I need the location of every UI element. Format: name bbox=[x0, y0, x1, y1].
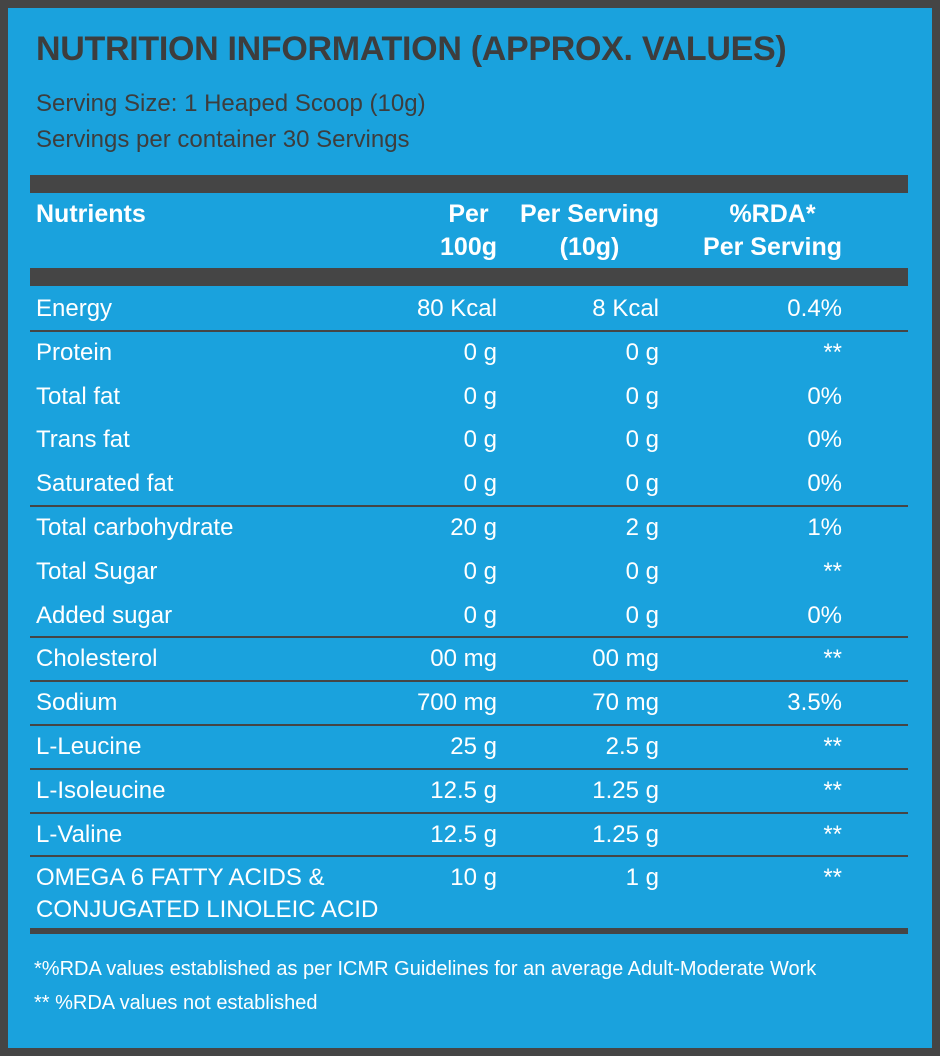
cell-value: ** bbox=[823, 338, 842, 366]
cell-value: 0% bbox=[807, 382, 842, 410]
cell-value: 2 g bbox=[625, 514, 659, 541]
nutrient-name: Total fat bbox=[36, 382, 121, 410]
footnote: ** %RDA values not established bbox=[34, 992, 318, 1014]
row-divider bbox=[30, 636, 908, 639]
row-divider bbox=[30, 505, 908, 507]
cell-value: ** bbox=[823, 820, 842, 848]
divider bbox=[30, 175, 908, 193]
nutrient-name: OMEGA 6 FATTY ACIDS & CONJUGATED LINOLEI… bbox=[36, 864, 379, 924]
nutrient-name: Cholesterol bbox=[36, 645, 158, 673]
nutrient-name: Total carbohydrate bbox=[36, 514, 234, 541]
cell-value: 0% bbox=[807, 601, 842, 629]
nutrient-name: Saturated fat bbox=[36, 470, 174, 498]
cell-value: ** bbox=[823, 776, 842, 804]
cell-value: 70 mg bbox=[592, 689, 659, 717]
cell-value: 20 g bbox=[450, 514, 497, 541]
cell-value: 0 g bbox=[463, 382, 497, 410]
row-divider bbox=[30, 855, 908, 858]
nutrient-name: L-Leucine bbox=[36, 733, 142, 760]
cell-value: 0 g bbox=[625, 470, 659, 498]
cell-value: 0% bbox=[807, 426, 842, 454]
cell-value: 2.5 g bbox=[605, 733, 659, 760]
nutrient-name: Added sugar bbox=[36, 601, 173, 629]
nutrient-name: Sodium bbox=[36, 689, 118, 717]
column-header: Per Serving (10g) bbox=[520, 200, 659, 261]
nutrient-name: Total Sugar bbox=[36, 557, 158, 585]
nutrient-name: Trans fat bbox=[36, 426, 130, 454]
cell-value: 1.25 g bbox=[592, 820, 659, 848]
cell-value: 0 g bbox=[463, 601, 497, 629]
nutrient-name: L-Isoleucine bbox=[36, 776, 166, 804]
cell-value: 0 g bbox=[625, 601, 659, 629]
cell-value: 80 Kcal bbox=[416, 295, 497, 322]
cell-value: ** bbox=[823, 645, 842, 673]
cell-value: 0 g bbox=[463, 470, 497, 498]
footnote: *%RDA values established as per ICMR Gui… bbox=[34, 958, 817, 980]
column-header: %RDA* Per Serving bbox=[703, 200, 842, 261]
cell-value: 00 mg bbox=[430, 645, 497, 673]
cell-value: 1.25 g bbox=[592, 776, 659, 804]
row-divider bbox=[30, 680, 908, 683]
cell-value: 0 g bbox=[625, 426, 659, 454]
cell-value: 8 Kcal bbox=[592, 295, 659, 322]
divider bbox=[30, 268, 908, 286]
cell-value: 25 g bbox=[450, 733, 497, 760]
cell-value: 1 g bbox=[625, 864, 659, 892]
divider bbox=[30, 928, 908, 935]
column-header: Nutrients bbox=[36, 200, 146, 228]
cell-value: 0.4% bbox=[787, 295, 842, 322]
cell-value: 0 g bbox=[625, 382, 659, 410]
row-divider bbox=[30, 329, 908, 332]
cell-value: 0% bbox=[807, 470, 842, 498]
cell-value: 1% bbox=[807, 514, 842, 541]
title: NUTRITION INFORMATION (APPROX. VALUES) bbox=[36, 30, 787, 68]
nutrient-name: Protein bbox=[36, 338, 113, 366]
cell-value: 10 g bbox=[450, 864, 497, 892]
row-divider bbox=[30, 724, 908, 726]
serving-size: Serving Size: 1 Heaped Scoop (10g) bbox=[36, 90, 426, 117]
cell-value: 0 g bbox=[625, 557, 659, 585]
cell-value: ** bbox=[823, 864, 842, 892]
nutrient-name: Energy bbox=[36, 295, 113, 322]
row-divider bbox=[30, 767, 908, 770]
cell-value: 700 mg bbox=[416, 689, 497, 717]
cell-value: 12.5 g bbox=[430, 776, 497, 804]
cell-value: 0 g bbox=[463, 557, 497, 585]
cell-value: 0 g bbox=[625, 338, 659, 366]
cell-value: ** bbox=[823, 733, 842, 760]
cell-value: 0 g bbox=[463, 338, 497, 366]
cell-value: 0 g bbox=[463, 426, 497, 454]
cell-value: ** bbox=[823, 557, 842, 585]
cell-value: 3.5% bbox=[787, 689, 842, 717]
cell-value: 00 mg bbox=[592, 645, 659, 673]
nutrient-name: L-Valine bbox=[36, 820, 123, 848]
row-divider bbox=[30, 811, 908, 814]
column-header: Per 100g bbox=[440, 200, 497, 261]
servings-per-container: Servings per container 30 Servings bbox=[36, 126, 410, 153]
cell-value: 12.5 g bbox=[430, 820, 497, 848]
